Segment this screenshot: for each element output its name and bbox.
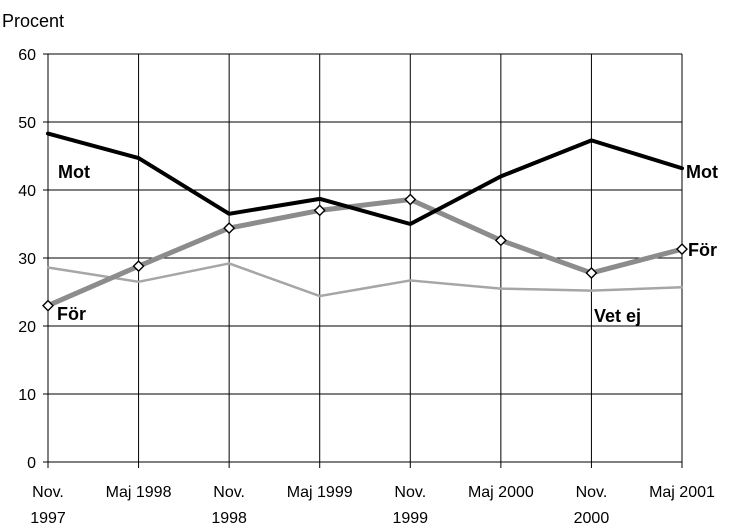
data-point-marker	[313, 204, 326, 217]
series-line-f-r	[45, 197, 685, 309]
y-tick-label: 50	[18, 115, 36, 132]
data-point-marker	[585, 266, 598, 279]
y-tick-label: 10	[18, 387, 36, 404]
x-tick-label: Maj 1998	[106, 484, 172, 501]
data-point-marker	[42, 299, 54, 312]
x-tick-labels: Nov. 1997 Maj 1998 Nov. 1998 Maj 1999 Nov. 1999…	[30, 484, 715, 526]
label-for-right: För	[688, 240, 717, 260]
data-point-marker	[676, 243, 688, 256]
data-point-marker	[404, 193, 417, 206]
series-line-vet-ej	[46, 262, 684, 298]
y-axis-title: Procent	[2, 11, 64, 31]
y-tick-label: 0	[27, 455, 36, 472]
x-tick-label: Maj 1999	[287, 484, 353, 501]
data-point-marker	[223, 222, 236, 235]
series-line-mot	[46, 131, 684, 226]
series-markers	[42, 193, 688, 312]
x-tick-label: Nov. 1998	[211, 484, 247, 526]
y-tick-label: 40	[18, 183, 36, 200]
data-point-marker	[132, 260, 145, 273]
x-tick-label: Nov. 1997	[30, 484, 66, 526]
x-tick-label: Maj 2001	[649, 484, 715, 501]
y-tick-labels: 0 10 20 30 40 50 60	[18, 47, 36, 472]
label-mot-right: Mot	[686, 162, 718, 182]
series-lines	[45, 131, 685, 309]
data-point-marker	[494, 234, 507, 247]
label-vet-ej: Vet ej	[594, 306, 641, 326]
x-tick-label: Nov. 1999	[392, 484, 428, 526]
y-tick-label: 60	[18, 47, 36, 64]
y-tick-label: 30	[18, 251, 36, 268]
x-tick-label: Maj 2000	[468, 484, 534, 501]
gridlines	[48, 53, 683, 462]
x-tick-label: Nov. 2000	[574, 484, 610, 526]
label-for-left: För	[57, 304, 86, 324]
y-tick-label: 20	[18, 319, 36, 336]
label-mot-left: Mot	[58, 162, 90, 182]
axes	[43, 53, 683, 468]
series-labels: Mot Mot För För Vet ej	[57, 162, 718, 326]
